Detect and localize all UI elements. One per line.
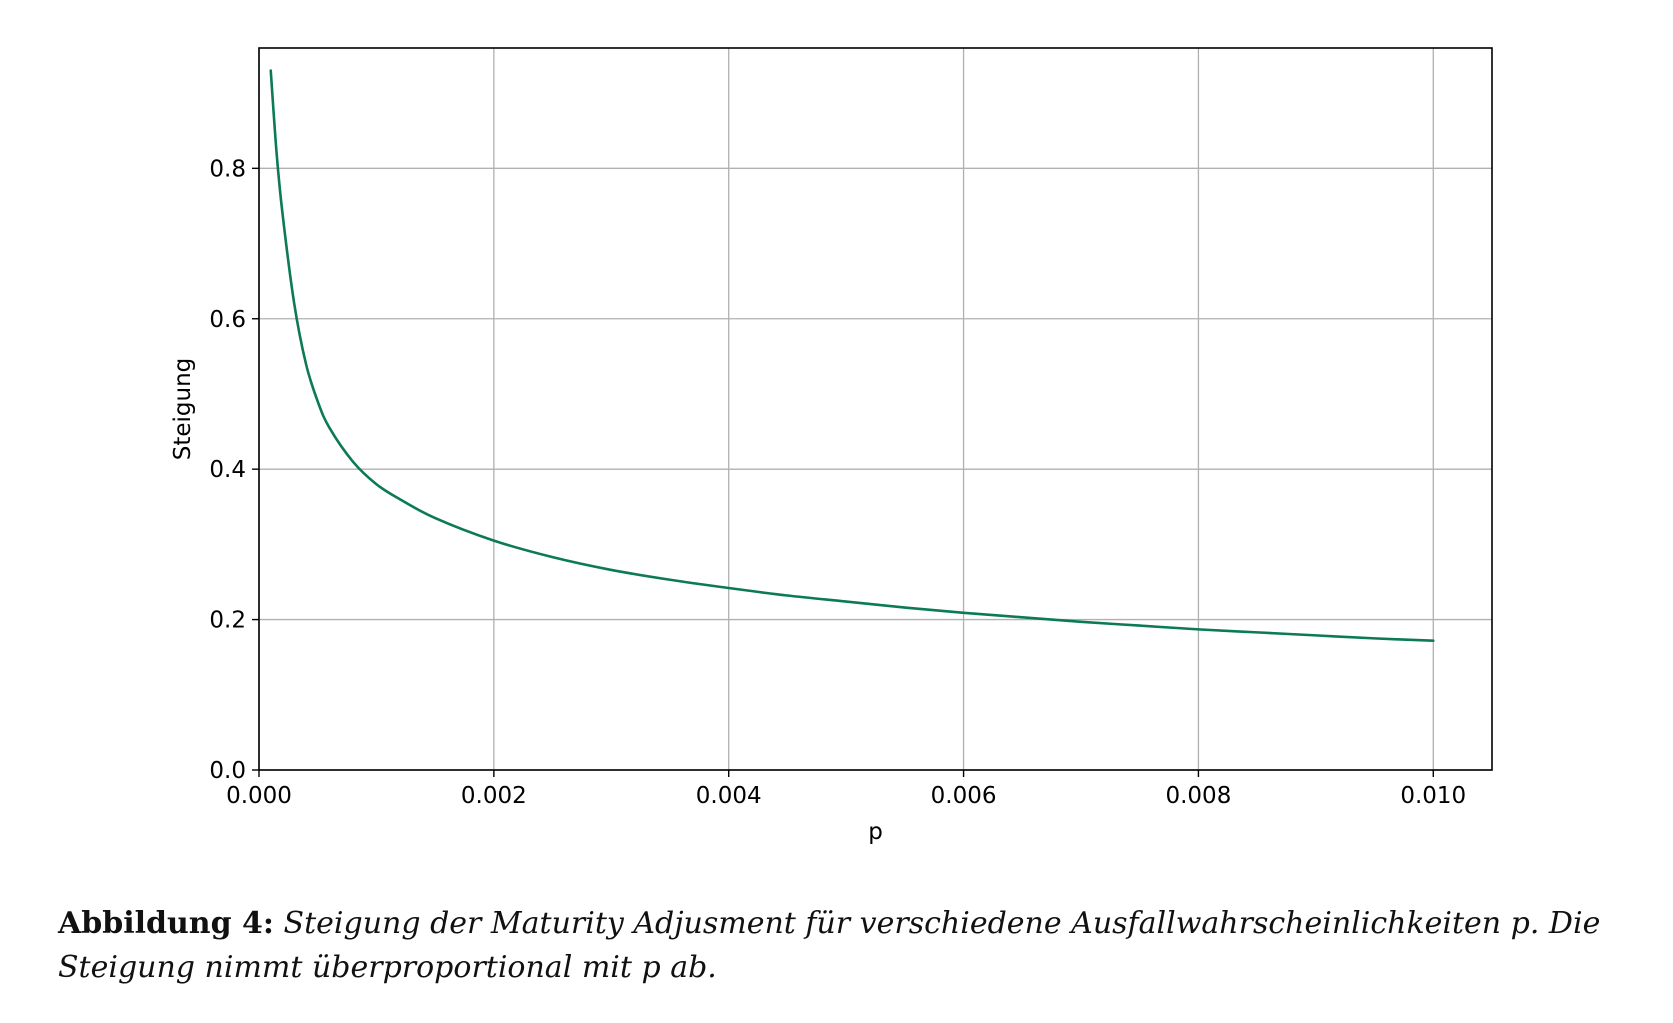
grid xyxy=(258,48,1492,771)
y-tick-label: 0.0 xyxy=(209,758,246,784)
y-axis: 0.0 0.2 0.4 0.6 0.8 xyxy=(209,156,259,784)
series-line xyxy=(269,69,1435,642)
y-tick-label: 0.8 xyxy=(209,156,246,182)
y-axis-label: Steigung xyxy=(170,358,196,461)
caption-text: Steigung der Maturity Adjusment für vers… xyxy=(58,906,1601,985)
x-axis-label: p xyxy=(868,819,883,845)
y-tick-label: 0.6 xyxy=(209,307,246,333)
x-axis: 0.000 0.002 0.004 0.006 0.008 0.010 xyxy=(226,770,1466,809)
caption-label: Abbildung 4: xyxy=(58,906,274,941)
x-tick-label: 0.004 xyxy=(696,783,762,809)
y-tick-label: 0.4 xyxy=(209,457,246,483)
x-tick-label: 0.006 xyxy=(931,783,997,809)
figure-caption: Abbildung 4: Steigung der Maturity Adjus… xyxy=(58,902,1638,990)
series-layer xyxy=(269,69,1435,642)
x-tick-label: 0.010 xyxy=(1400,783,1466,809)
chart: 0.000 0.002 0.004 0.006 0.008 0.010 0.0 0.2 0.4… xyxy=(170,47,1493,845)
plot-frame xyxy=(258,47,1493,771)
y-tick-label: 0.2 xyxy=(209,608,246,634)
x-tick-label: 0.000 xyxy=(226,783,292,809)
x-tick-label: 0.008 xyxy=(1165,783,1231,809)
x-tick-label: 0.002 xyxy=(461,783,527,809)
